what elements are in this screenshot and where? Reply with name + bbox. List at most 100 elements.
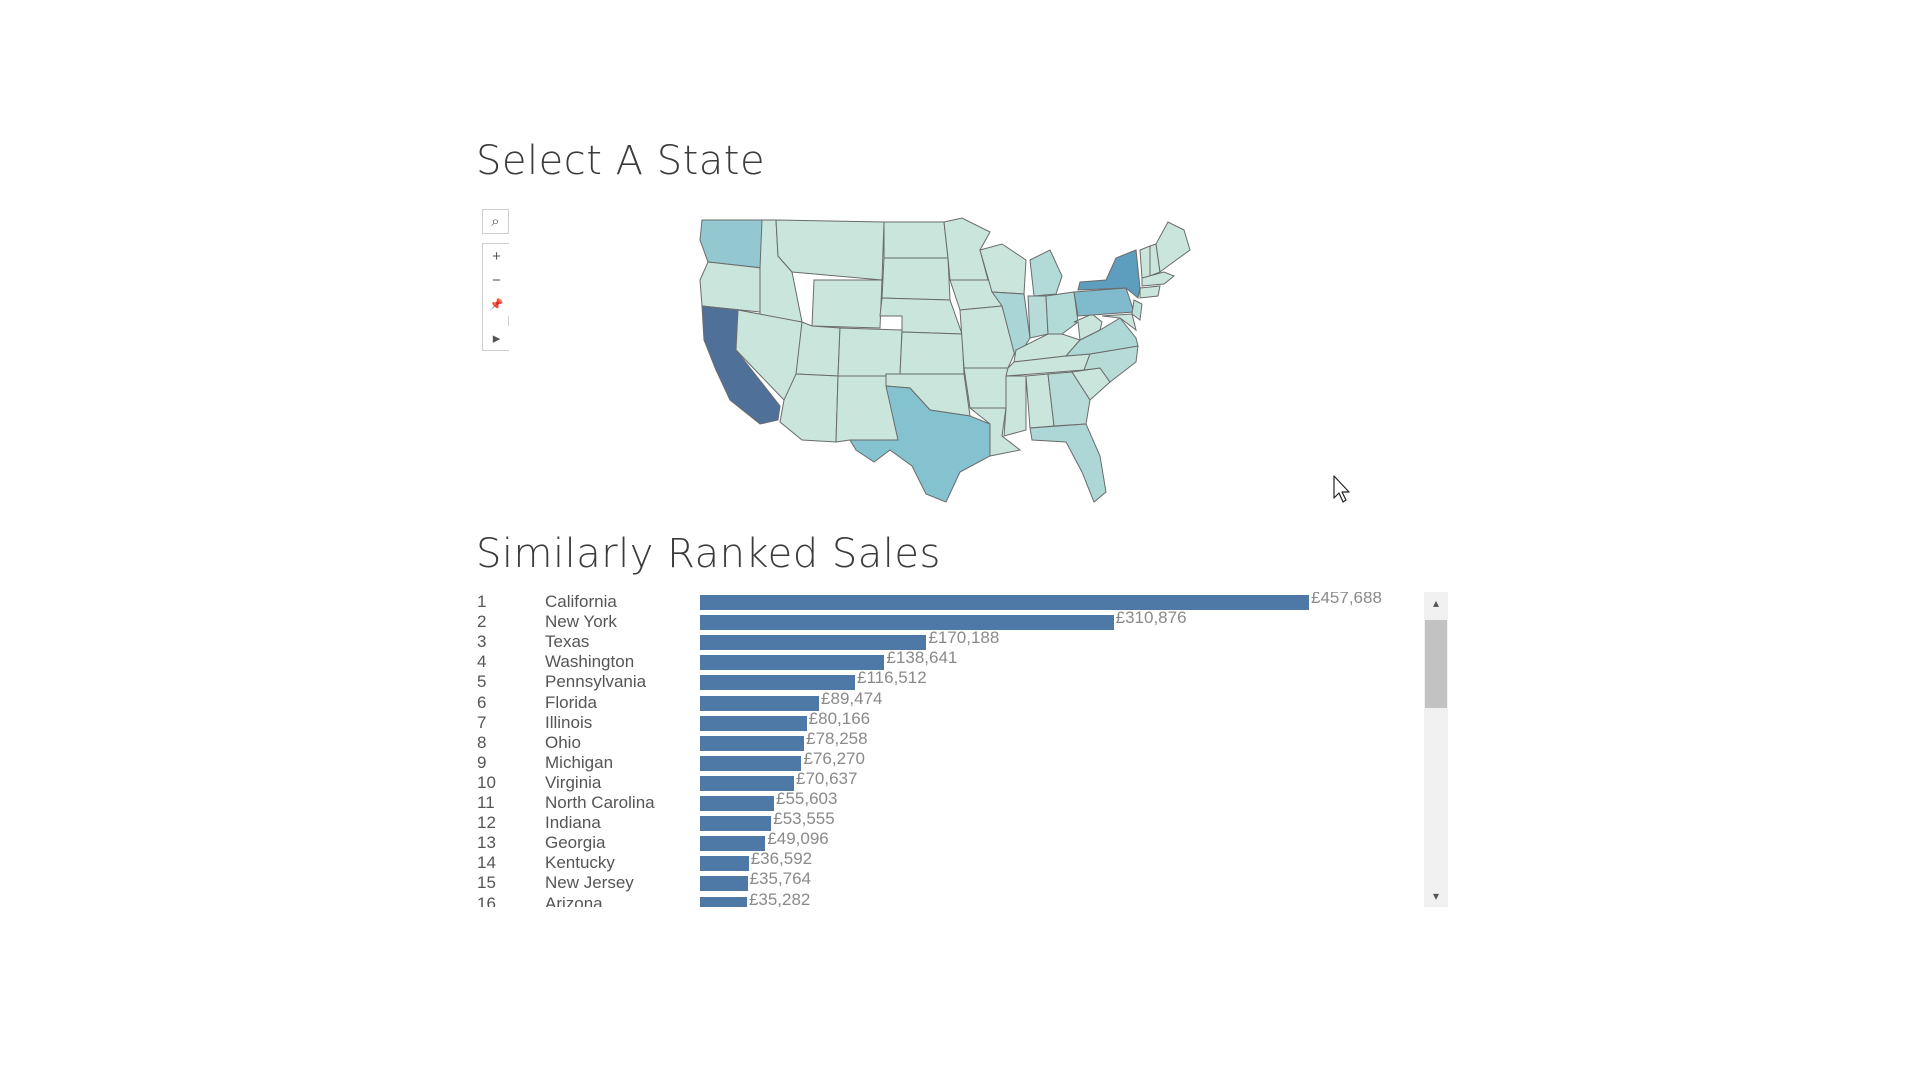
sales-bar[interactable] — [700, 836, 766, 852]
sales-value-label: £78,258 — [806, 728, 868, 748]
table-row[interactable]: 1 California £457,688 — [476, 592, 1424, 612]
state-connecticut[interactable] — [1139, 285, 1161, 299]
state-michigan[interactable] — [1029, 249, 1063, 297]
scroll-down-icon[interactable]: ▾ — [1432, 889, 1440, 903]
scrollbar-thumb[interactable] — [1425, 620, 1447, 708]
state-washington[interactable] — [699, 219, 763, 269]
state-name: Arizona — [545, 893, 603, 908]
table-row[interactable]: 11 North Carolina £55,603 — [476, 789, 1424, 813]
state-new-jersey[interactable] — [1131, 299, 1143, 321]
sales-value-label: £53,555 — [773, 809, 835, 829]
pin-icon[interactable]: 📌 — [483, 292, 510, 316]
map-toolbar: ⌕ + − 📌 ▸ — [482, 209, 510, 351]
sales-bar[interactable] — [700, 675, 856, 691]
state-missouri[interactable] — [959, 305, 1017, 369]
state-maryland[interactable] — [1101, 313, 1137, 332]
table-row[interactable]: 10 Virginia £70,637 — [476, 769, 1424, 793]
map-title: Select A State — [476, 138, 766, 184]
vertical-scrollbar[interactable]: ▴ ▾ — [1424, 592, 1448, 907]
sales-value-label: £457,688 — [1311, 592, 1382, 607]
state-name: Kentucky — [545, 853, 615, 873]
state-name: New Jersey — [545, 873, 634, 893]
table-row[interactable]: 13 Georgia £49,096 — [476, 829, 1424, 853]
table-row[interactable]: 12 Indiana £53,555 — [476, 809, 1424, 833]
sales-value-label: £116,512 — [857, 668, 927, 688]
rank-number: 1 — [477, 592, 487, 611]
state-utah[interactable] — [795, 321, 841, 377]
table-row[interactable]: 16 Arizona £35,282 — [476, 890, 1424, 908]
state-name: Illinois — [545, 712, 593, 732]
state-massachusetts[interactable] — [1141, 271, 1175, 287]
state-mississippi[interactable] — [1003, 375, 1027, 437]
sales-value-label: £310,876 — [1115, 608, 1187, 628]
sales-bar[interactable] — [700, 615, 1114, 631]
state-wisconsin[interactable] — [979, 243, 1027, 295]
table-row[interactable]: 15 New Jersey £35,764 — [476, 869, 1424, 893]
state-oregon[interactable] — [699, 261, 763, 313]
state-nebraska[interactable] — [879, 297, 963, 335]
sales-value-label: £49,096 — [767, 829, 829, 849]
table-row[interactable]: 6 Florida £89,474 — [476, 689, 1424, 713]
us-map[interactable] — [690, 210, 1230, 510]
state-texas[interactable] — [849, 385, 991, 503]
sales-bar[interactable] — [700, 876, 748, 892]
rank-number: 16 — [477, 893, 496, 908]
sales-value-label: £170,188 — [928, 628, 1000, 648]
sales-value-label: £55,603 — [775, 789, 838, 808]
sales-value-label: £89,474 — [821, 688, 883, 708]
state-vermont[interactable] — [1139, 245, 1151, 279]
state-wyoming[interactable] — [811, 279, 883, 329]
state-name: Florida — [545, 692, 597, 712]
state-indiana[interactable] — [1027, 295, 1049, 339]
state-name: Pennsylvania — [545, 672, 647, 692]
sales-bar-chart: 1 California £457,688 2 New York £310,876 3 Tex… — [476, 592, 1449, 907]
rank-number: 10 — [477, 772, 496, 792]
search-icon[interactable]: ⌕ — [482, 209, 509, 234]
zoom-in-icon[interactable]: + — [483, 244, 510, 268]
state-south-dakota[interactable] — [881, 257, 951, 301]
sales-bar[interactable] — [700, 595, 1309, 610]
state-pennsylvania[interactable] — [1073, 287, 1135, 317]
sales-bar[interactable] — [700, 775, 794, 791]
sales-value-label: £76,270 — [803, 748, 865, 768]
sales-bar[interactable] — [700, 695, 820, 711]
state-arkansas[interactable] — [963, 367, 1009, 409]
table-row[interactable]: 4 Washington £138,641 — [476, 648, 1424, 672]
sales-bar[interactable] — [700, 755, 802, 771]
play-icon[interactable]: ▸ — [483, 326, 510, 350]
table-row[interactable]: 5 Pennsylvania £116,512 — [476, 668, 1424, 692]
table-row[interactable]: 14 Kentucky £36,592 — [476, 849, 1424, 873]
sales-value-label: £35,764 — [749, 869, 812, 889]
zoom-out-icon[interactable]: − — [483, 268, 510, 292]
scroll-up-icon[interactable]: ▴ — [1432, 596, 1440, 610]
sales-bar[interactable] — [700, 635, 927, 651]
state-ohio[interactable] — [1045, 291, 1079, 335]
rank-number: 11 — [477, 793, 495, 812]
state-georgia[interactable] — [1047, 371, 1091, 427]
state-colorado[interactable] — [837, 327, 903, 377]
sales-bar[interactable] — [700, 796, 774, 811]
sales-value-label: £70,637 — [795, 768, 858, 788]
sales-bar[interactable] — [700, 715, 807, 731]
sales-value-label: £35,282 — [748, 889, 811, 908]
sales-bar[interactable] — [700, 735, 805, 751]
table-row[interactable]: 8 Ohio £78,258 — [476, 729, 1424, 753]
state-north-dakota[interactable] — [883, 221, 949, 259]
state-maine[interactable] — [1155, 221, 1191, 273]
sales-bar[interactable] — [700, 655, 885, 671]
state-montana[interactable] — [775, 219, 885, 281]
state-florida[interactable] — [1029, 423, 1107, 503]
state-name: Virginia — [545, 772, 602, 792]
table-row[interactable]: 7 Illinois £80,166 — [476, 709, 1424, 733]
state-virginia[interactable] — [1064, 317, 1139, 357]
table-row[interactable]: 9 Michigan £76,270 — [476, 749, 1424, 773]
map-zoom-controls: + − 📌 ▸ — [482, 243, 510, 351]
state-kansas[interactable] — [899, 331, 965, 375]
sales-value-label: £138,641 — [886, 648, 958, 668]
table-row[interactable]: 2 New York £310,876 — [476, 608, 1424, 632]
sales-bar[interactable] — [700, 816, 772, 832]
sales-bar[interactable] — [700, 856, 749, 872]
state-name: California — [545, 592, 617, 611]
sales-bar[interactable] — [700, 896, 747, 907]
table-row[interactable]: 3 Texas £170,188 — [476, 628, 1424, 652]
